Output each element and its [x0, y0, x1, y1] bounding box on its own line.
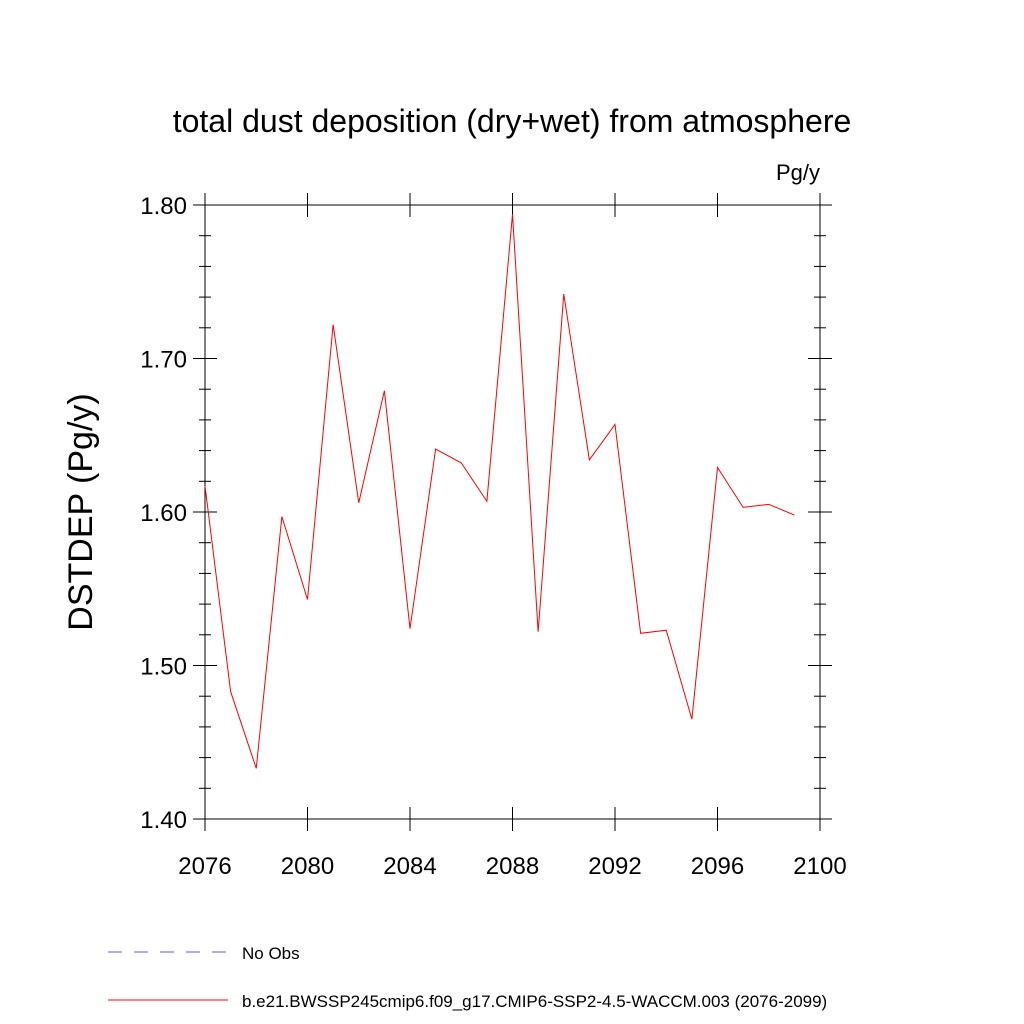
legend-label-model: b.e21.BWSSP245cmip6.f09_g17.CMIP6-SSP2-4… — [242, 992, 827, 1011]
series-layer — [204, 213, 796, 770]
data-point — [357, 501, 360, 504]
data-point — [742, 506, 745, 509]
data-point — [690, 718, 693, 721]
data-point — [639, 632, 642, 635]
series-line — [204, 214, 795, 769]
x-tick-label: 2084 — [383, 853, 436, 880]
legend-label-no-obs: No Obs — [242, 944, 300, 963]
x-tick-label: 2092 — [588, 853, 641, 880]
data-point — [434, 448, 437, 451]
chart-title: total dust deposition (dry+wet) from atm… — [173, 103, 852, 139]
data-point — [306, 598, 309, 601]
x-tick-label: 2076 — [178, 853, 231, 880]
data-point — [537, 630, 540, 633]
y-axis-label: DSTDEP (Pg/y) — [62, 393, 100, 630]
data-point — [614, 423, 617, 426]
y-tick-label: 1.70 — [140, 347, 187, 374]
y-tick-label: 1.50 — [140, 654, 187, 681]
data-point — [665, 629, 668, 632]
data-point — [511, 213, 514, 216]
y-tick-label: 1.80 — [140, 193, 187, 220]
data-point — [485, 500, 488, 503]
x-tick-label: 2088 — [486, 853, 539, 880]
axis-ticks: 1.40 1.50 1.60 1.70 1.80 2076 2080 2084 2088 2092… — [140, 193, 847, 880]
data-point — [409, 627, 412, 630]
legend: No Obs b.e21.BWSSP245cmip6.f09_g17.CMIP6… — [108, 944, 827, 1011]
data-point — [204, 484, 207, 487]
x-tick-label: 2080 — [281, 853, 334, 880]
y-tick-label: 1.40 — [140, 807, 187, 834]
plot-frame — [204, 204, 821, 820]
y-tick-label: 1.60 — [140, 500, 187, 527]
units-label: Pg/y — [776, 160, 820, 185]
data-point — [383, 389, 386, 392]
x-tick-label: 2100 — [793, 853, 846, 880]
data-point — [562, 293, 565, 296]
data-point — [793, 514, 796, 517]
data-point — [332, 323, 335, 326]
data-point — [255, 767, 258, 770]
data-point — [460, 461, 463, 464]
data-point — [767, 503, 770, 506]
data-point — [229, 690, 232, 693]
data-point — [716, 466, 719, 469]
data-point — [280, 515, 283, 518]
data-point — [588, 458, 591, 461]
x-tick-label: 2096 — [691, 853, 744, 880]
